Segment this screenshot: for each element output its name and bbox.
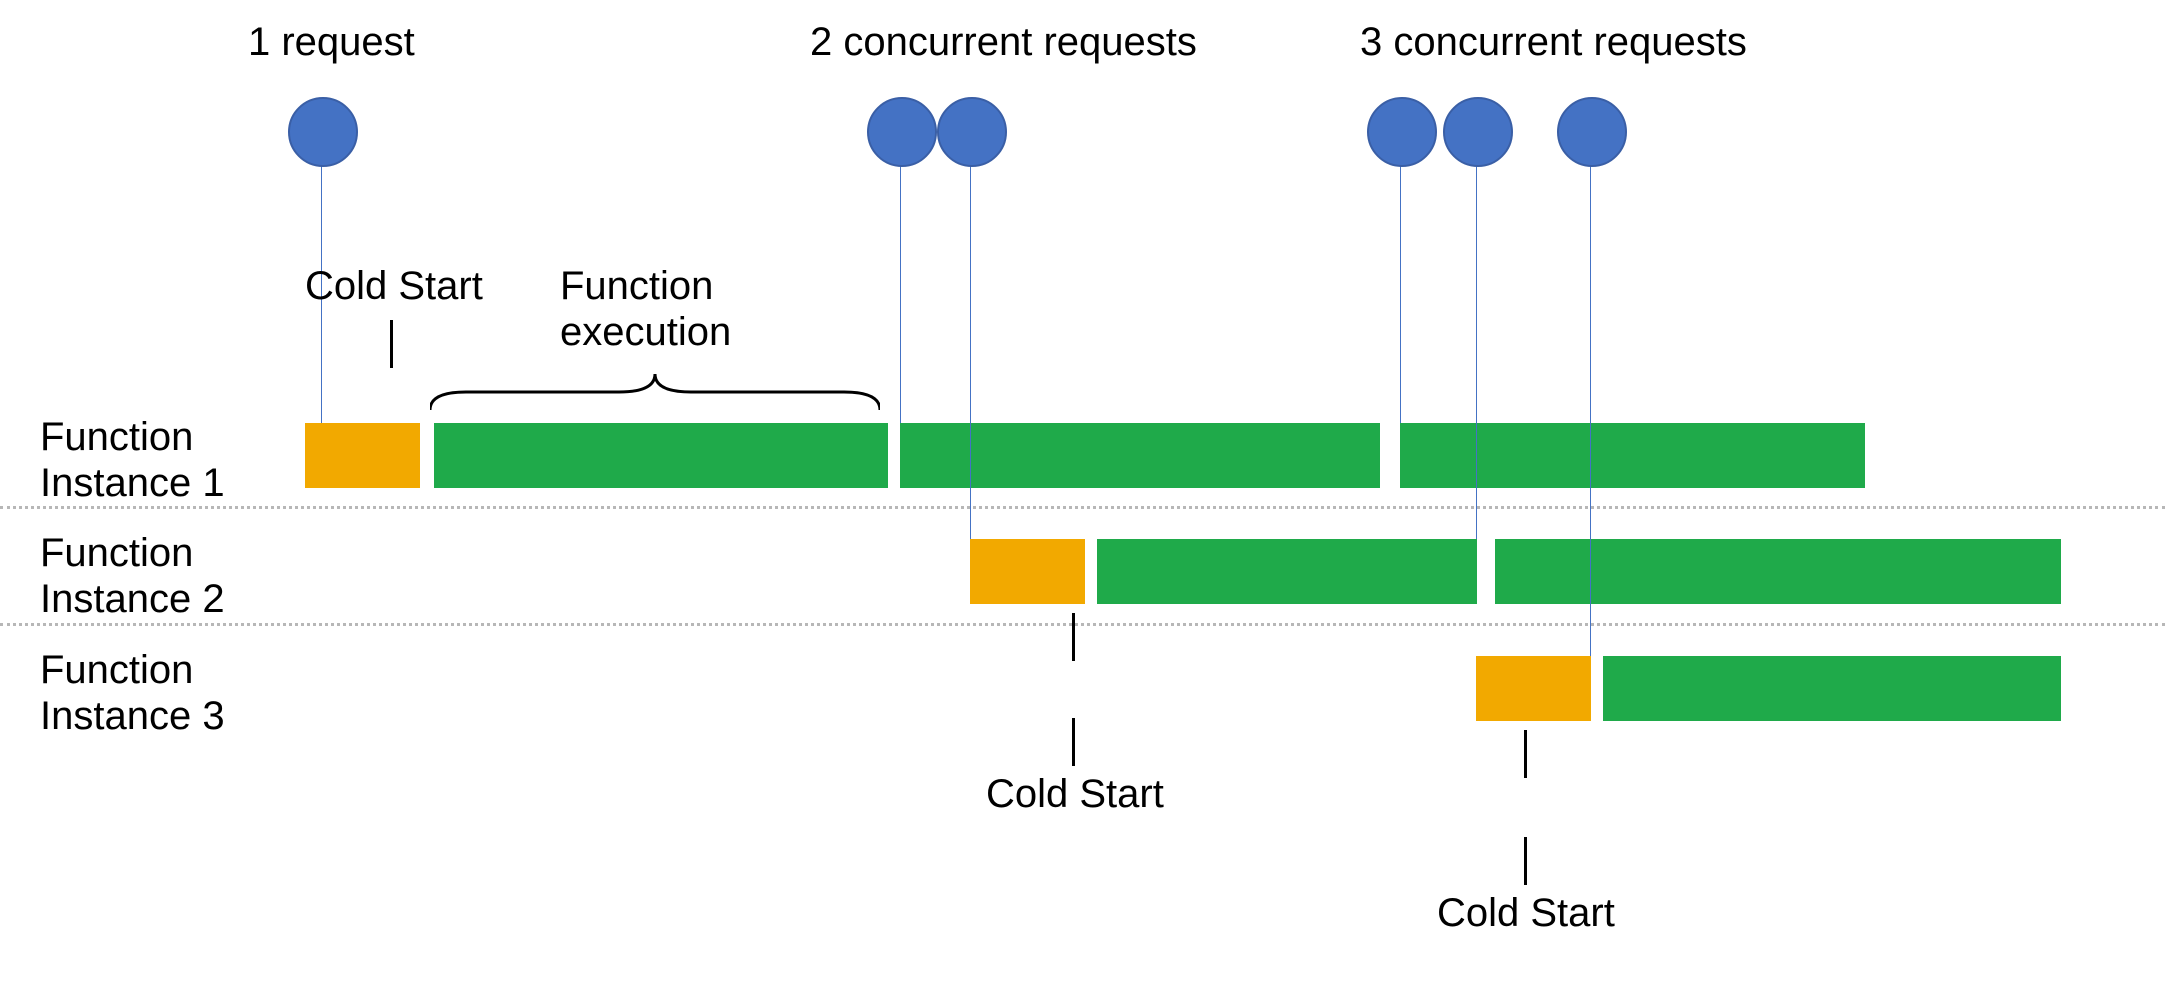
request-connector bbox=[1476, 161, 1477, 539]
annotation-tick bbox=[390, 320, 393, 368]
execution-bar bbox=[1097, 539, 1477, 604]
request-dot bbox=[937, 97, 1007, 167]
row-divider bbox=[0, 623, 2165, 626]
annotation-label: Cold Start bbox=[305, 263, 483, 309]
annotation-label: Cold Start bbox=[986, 771, 1164, 817]
request-connector bbox=[1400, 161, 1401, 423]
annotation-tick bbox=[1072, 718, 1075, 766]
brace-icon bbox=[430, 374, 880, 424]
annotation-tick bbox=[1524, 730, 1527, 778]
row-label-2: Function Instance 2 bbox=[40, 530, 225, 622]
request-dot bbox=[1557, 97, 1627, 167]
request-connector bbox=[1590, 161, 1591, 656]
header-label-3: 3 concurrent requests bbox=[1360, 20, 1747, 65]
row-label-3: Function Instance 3 bbox=[40, 647, 225, 739]
annotation-tick bbox=[1072, 613, 1075, 661]
execution-bar bbox=[1603, 656, 2061, 721]
annotation-tick bbox=[1524, 837, 1527, 885]
cold-start-bar bbox=[305, 423, 420, 488]
execution-bar bbox=[1400, 423, 1865, 488]
cold-start-bar bbox=[1476, 656, 1591, 721]
cold-start-bar bbox=[970, 539, 1085, 604]
request-connector bbox=[970, 161, 971, 539]
request-dot bbox=[1443, 97, 1513, 167]
execution-bar bbox=[434, 423, 888, 488]
annotation-label: Function execution bbox=[560, 263, 731, 355]
execution-bar bbox=[900, 423, 1380, 488]
diagram-stage: Function Instance 1 Function Instance 2 Fu… bbox=[0, 0, 2165, 987]
request-dot bbox=[288, 97, 358, 167]
request-dot bbox=[1367, 97, 1437, 167]
request-connector bbox=[900, 161, 901, 423]
row-divider bbox=[0, 506, 2165, 509]
execution-bar bbox=[1495, 539, 2061, 604]
annotation-label: Cold Start bbox=[1437, 890, 1615, 936]
header-label-1: 1 request bbox=[248, 20, 415, 65]
request-dot bbox=[867, 97, 937, 167]
row-label-1: Function Instance 1 bbox=[40, 414, 225, 506]
header-label-2: 2 concurrent requests bbox=[810, 20, 1197, 65]
